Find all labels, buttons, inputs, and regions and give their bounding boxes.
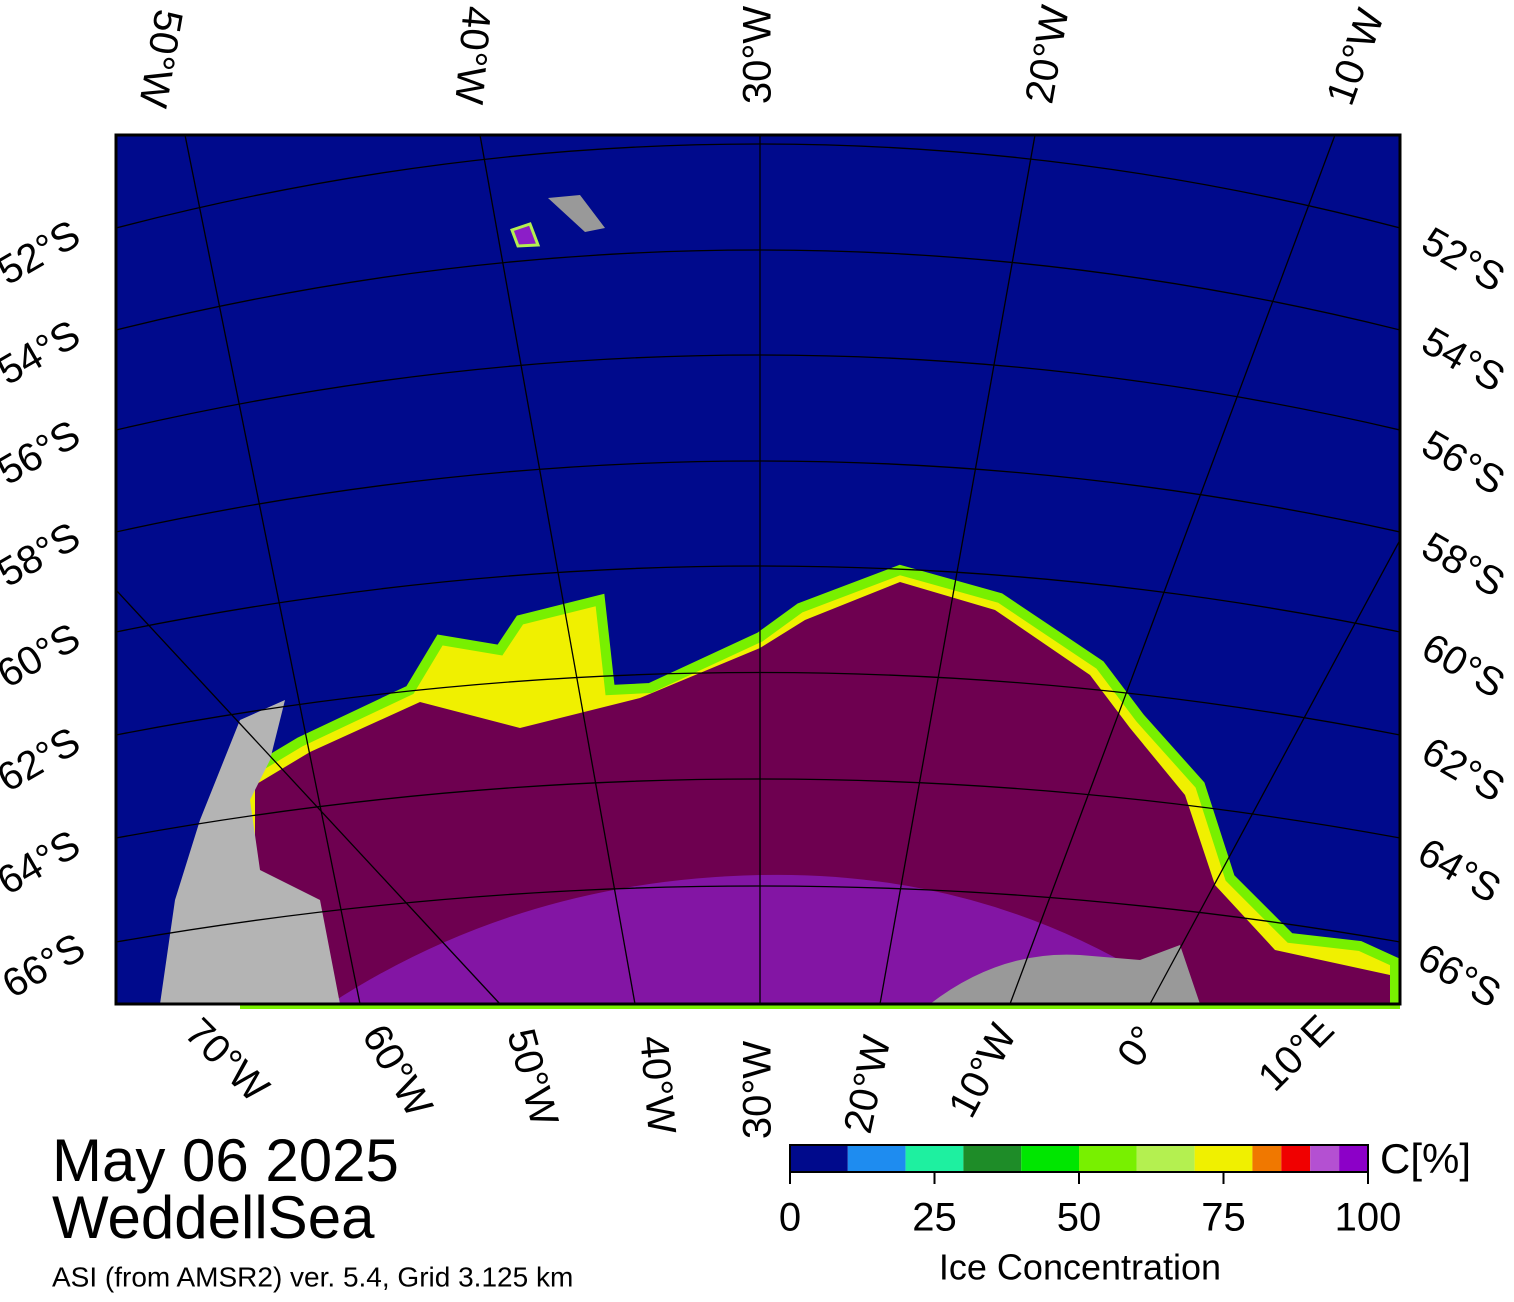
lat-label: 62°S [0, 719, 88, 801]
lat-label: 66°S [0, 925, 93, 1007]
map-frame [114, 133, 1402, 1006]
date: May 06 2025 [52, 1127, 399, 1194]
colorbar-segment [1339, 1145, 1368, 1172]
land [548, 195, 605, 232]
colorbar-segment [1021, 1145, 1079, 1172]
colorbar-segment [1281, 1145, 1311, 1172]
land [930, 945, 1200, 1004]
colorbar-segment [905, 1145, 964, 1172]
colorbar-segment [1310, 1145, 1340, 1172]
lon-label: 40°W [446, 4, 498, 106]
colorbar-label: Ice Concentration [939, 1247, 1221, 1288]
lat-label: 56°S [1414, 422, 1511, 504]
meridian [1009, 134, 1336, 1005]
lon-label: 0° [1109, 1018, 1167, 1075]
colorbar-tick-label: 0 [779, 1196, 801, 1240]
colorbar-tick-label: 100 [1335, 1196, 1402, 1240]
lon-label: 30°W [736, 1041, 780, 1139]
meridian [879, 134, 1036, 1005]
lat-label: 58°S [1414, 524, 1511, 606]
latitude-line [115, 249, 1401, 331]
source: ASI (from AMSR2) ver. 5.4, Grid 3.125 km [52, 1261, 573, 1292]
colorbar-segment [1194, 1145, 1253, 1172]
lat-label: 62°S [1414, 729, 1511, 811]
lon-label: 30°W [736, 6, 780, 104]
meridian [479, 134, 636, 1005]
lon-label: 20°W [836, 1032, 900, 1137]
latitude-line [115, 354, 1401, 431]
lon-label: 40°W [631, 1034, 683, 1136]
colorbar-segment [1136, 1145, 1195, 1172]
colorbar-tick-label: 50 [1057, 1196, 1102, 1240]
colorbar-segment [1252, 1145, 1282, 1172]
lat-label: 52°S [1414, 219, 1511, 301]
lon-label: 10°W [1318, 3, 1393, 111]
latitude-line [115, 885, 1401, 943]
lon-label: 10°W [940, 1017, 1025, 1125]
latitude-line [115, 778, 1401, 839]
lon-label: 10°E [1250, 1007, 1343, 1100]
lat-label: 66°S [1410, 935, 1507, 1017]
lat-label: 64°S [1410, 830, 1507, 912]
lon-label: 70°W [176, 1010, 277, 1111]
sea-ice [255, 582, 1390, 1004]
latitude-line [115, 460, 1401, 533]
lon-label: 50°W [130, 6, 190, 111]
colorbar-unit: C[%] [1380, 1135, 1471, 1182]
region: WeddellSea [52, 1184, 375, 1251]
lat-label: 54°S [1414, 319, 1511, 401]
colorbar-tick-label: 25 [912, 1196, 957, 1240]
colorbar-segment [847, 1145, 906, 1172]
meridian [184, 134, 361, 1005]
meridian [115, 589, 501, 1005]
lon-label: 60°W [353, 1017, 440, 1124]
latitude-line [115, 143, 1401, 229]
colorbar-segment [790, 1145, 848, 1172]
lat-label: 64°S [0, 822, 88, 904]
lat-label: 58°S [0, 514, 88, 596]
colorbar-segment [963, 1145, 1022, 1172]
meridian [1149, 539, 1401, 1005]
lat-label: 54°S [0, 312, 88, 394]
lon-label: 20°W [1017, 2, 1077, 107]
latitude-line [115, 671, 1401, 736]
colorbar-segment [1079, 1145, 1137, 1172]
land [510, 222, 541, 248]
lat-label: 52°S [0, 212, 88, 294]
lat-label: 60°S [0, 615, 88, 697]
colorbar-tick-label: 75 [1201, 1196, 1246, 1240]
map [114, 133, 1402, 1009]
lat-label: 56°S [0, 412, 88, 494]
lon-label: 50°W [498, 1024, 566, 1131]
lat-label: 60°S [1414, 625, 1511, 707]
latitude-line [115, 565, 1401, 633]
